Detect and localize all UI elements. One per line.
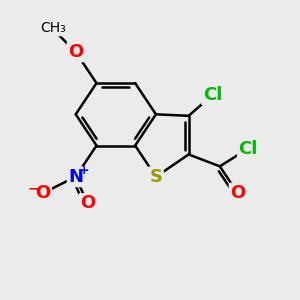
Text: +: +: [79, 164, 89, 177]
Text: N: N: [68, 168, 83, 186]
Text: S: S: [149, 168, 162, 186]
Text: Cl: Cl: [203, 86, 222, 104]
Text: O: O: [80, 194, 95, 212]
Text: O: O: [35, 184, 51, 202]
Text: O: O: [230, 184, 245, 202]
Text: O: O: [68, 43, 83, 61]
Text: CH₃: CH₃: [40, 21, 66, 35]
Text: Cl: Cl: [238, 140, 258, 158]
Text: −: −: [28, 182, 39, 196]
